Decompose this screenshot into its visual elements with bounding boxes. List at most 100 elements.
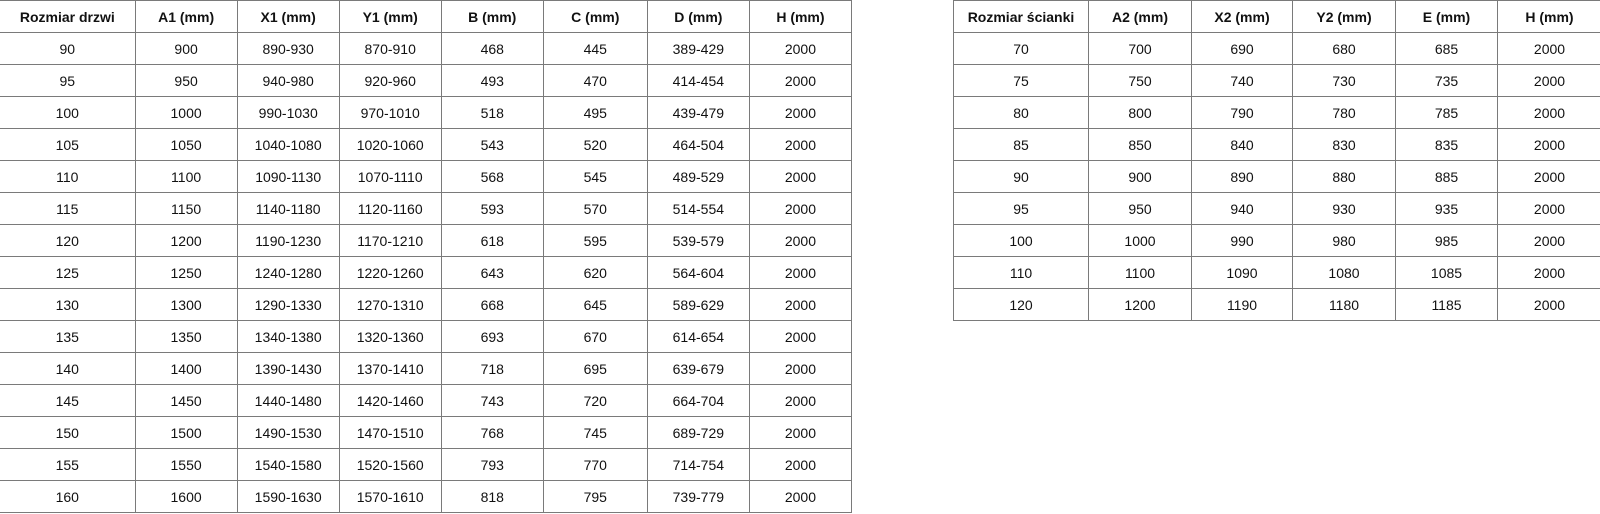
table-cell: 70 bbox=[953, 32, 1089, 65]
table-cell: 1440-1480 bbox=[236, 384, 340, 417]
table-cell: 668 bbox=[440, 288, 544, 321]
column-header: B (mm) bbox=[440, 0, 544, 33]
table-cell: 125 bbox=[0, 256, 136, 289]
table-cell: 900 bbox=[134, 32, 238, 65]
table-cell: 2000 bbox=[748, 416, 853, 449]
table-cell: 664-704 bbox=[646, 384, 750, 417]
table-cell: 718 bbox=[440, 352, 544, 385]
table-cell: 2000 bbox=[1497, 256, 1600, 289]
table-row: 140 1400 1390-1430 1370-1410 718 695 639-679 20… bbox=[0, 352, 853, 385]
table-cell: 439-479 bbox=[646, 96, 750, 129]
table-cell: 1140-1180 bbox=[236, 192, 340, 225]
table-cell: 115 bbox=[0, 192, 136, 225]
table-cell: 770 bbox=[542, 448, 648, 481]
table-cell: 2000 bbox=[748, 320, 853, 353]
table-cell: 2000 bbox=[1497, 128, 1600, 161]
table-cell: 720 bbox=[542, 384, 648, 417]
table-cell: 80 bbox=[953, 96, 1089, 129]
table-cell: 1250 bbox=[134, 256, 238, 289]
table-row: 125 1250 1240-1280 1220-1260 643 620 564-604 20… bbox=[0, 256, 853, 289]
table-cell: 2000 bbox=[1497, 160, 1600, 193]
column-header: Rozmiar drzwi bbox=[0, 0, 136, 33]
table-cell: 1270-1310 bbox=[338, 288, 442, 321]
table-cell: 1470-1510 bbox=[338, 416, 442, 449]
table-cell: 695 bbox=[542, 352, 648, 385]
table-cell: 740 bbox=[1191, 64, 1293, 97]
table-cell: 990-1030 bbox=[236, 96, 340, 129]
column-header: X2 (mm) bbox=[1191, 0, 1293, 33]
table-cell: 830 bbox=[1292, 128, 1396, 161]
table-row: 90 900 890-930 870-910 468 445 389-429 2000 bbox=[0, 32, 853, 65]
table-cell: 1540-1580 bbox=[236, 448, 340, 481]
table-cell: 1185 bbox=[1395, 288, 1498, 321]
table-cell: 970-1010 bbox=[338, 96, 442, 129]
table-cell: 2000 bbox=[748, 384, 853, 417]
table-cell: 920-960 bbox=[338, 64, 442, 97]
table-row: 70 700 690 680 685 2000 bbox=[953, 32, 1600, 65]
table-cell: 818 bbox=[440, 480, 544, 513]
table-cell: 2000 bbox=[1497, 96, 1600, 129]
table-cell: 950 bbox=[1088, 192, 1192, 225]
table-cell: 1090-1130 bbox=[236, 160, 340, 193]
table-cell: 110 bbox=[953, 256, 1089, 289]
table-cell: 743 bbox=[440, 384, 544, 417]
table-cell: 2000 bbox=[1497, 64, 1600, 97]
table-cell: 930 bbox=[1292, 192, 1396, 225]
table-cell: 1150 bbox=[134, 192, 238, 225]
table-cell: 850 bbox=[1088, 128, 1192, 161]
table-cell: 880 bbox=[1292, 160, 1396, 193]
table-cell: 90 bbox=[0, 32, 136, 65]
table-cell: 1070-1110 bbox=[338, 160, 442, 193]
table-cell: 1090 bbox=[1191, 256, 1293, 289]
table-row: 95 950 940 930 935 2000 bbox=[953, 192, 1600, 225]
table-row: 85 850 840 830 835 2000 bbox=[953, 128, 1600, 161]
table-cell: 1590-1630 bbox=[236, 480, 340, 513]
table-cell: 1190-1230 bbox=[236, 224, 340, 257]
table-cell: 539-579 bbox=[646, 224, 750, 257]
table-cell: 735 bbox=[1395, 64, 1498, 97]
table-cell: 564-604 bbox=[646, 256, 750, 289]
table-cell: 645 bbox=[542, 288, 648, 321]
table-cell: 545 bbox=[542, 160, 648, 193]
table-cell: 2000 bbox=[748, 352, 853, 385]
table-cell: 593 bbox=[440, 192, 544, 225]
table-cell: 155 bbox=[0, 448, 136, 481]
table-cell: 700 bbox=[1088, 32, 1192, 65]
table-cell: 1190 bbox=[1191, 288, 1293, 321]
table-cell: 750 bbox=[1088, 64, 1192, 97]
table-cell: 514-554 bbox=[646, 192, 750, 225]
column-header: Y1 (mm) bbox=[338, 0, 442, 33]
table-cell: 414-454 bbox=[646, 64, 750, 97]
table-row: 145 1450 1440-1480 1420-1460 743 720 664-704 20… bbox=[0, 384, 853, 417]
table-cell: 780 bbox=[1292, 96, 1396, 129]
table-row: 120 1200 1190-1230 1170-1210 618 595 539-579 20… bbox=[0, 224, 853, 257]
table-cell: 145 bbox=[0, 384, 136, 417]
table-cell: 75 bbox=[953, 64, 1089, 97]
column-header: X1 (mm) bbox=[236, 0, 340, 33]
table-cell: 1200 bbox=[1088, 288, 1192, 321]
table-row: 110 1100 1090 1080 1085 2000 bbox=[953, 256, 1600, 289]
table-cell: 639-679 bbox=[646, 352, 750, 385]
table-row: 95 950 940-980 920-960 493 470 414-454 2000 bbox=[0, 64, 853, 97]
table-row: 120 1200 1190 1180 1185 2000 bbox=[953, 288, 1600, 321]
table-cell: 150 bbox=[0, 416, 136, 449]
table-cell: 2000 bbox=[748, 288, 853, 321]
table-cell: 464-504 bbox=[646, 128, 750, 161]
table-cell: 785 bbox=[1395, 96, 1498, 129]
table-cell: 795 bbox=[542, 480, 648, 513]
table-cell: 1520-1560 bbox=[338, 448, 442, 481]
table-cell: 793 bbox=[440, 448, 544, 481]
table-cell: 2000 bbox=[748, 256, 853, 289]
column-header: Y2 (mm) bbox=[1292, 0, 1396, 33]
table-cell: 980 bbox=[1292, 224, 1396, 257]
table-cell: 160 bbox=[0, 480, 136, 513]
table-cell: 800 bbox=[1088, 96, 1192, 129]
table-row: 90 900 890 880 885 2000 bbox=[953, 160, 1600, 193]
table-cell: 1340-1380 bbox=[236, 320, 340, 353]
table-cell: 1450 bbox=[134, 384, 238, 417]
table-cell: 2000 bbox=[748, 128, 853, 161]
column-header: D (mm) bbox=[646, 0, 750, 33]
table-cell: 120 bbox=[0, 224, 136, 257]
table-cell: 620 bbox=[542, 256, 648, 289]
table-cell: 689-729 bbox=[646, 416, 750, 449]
